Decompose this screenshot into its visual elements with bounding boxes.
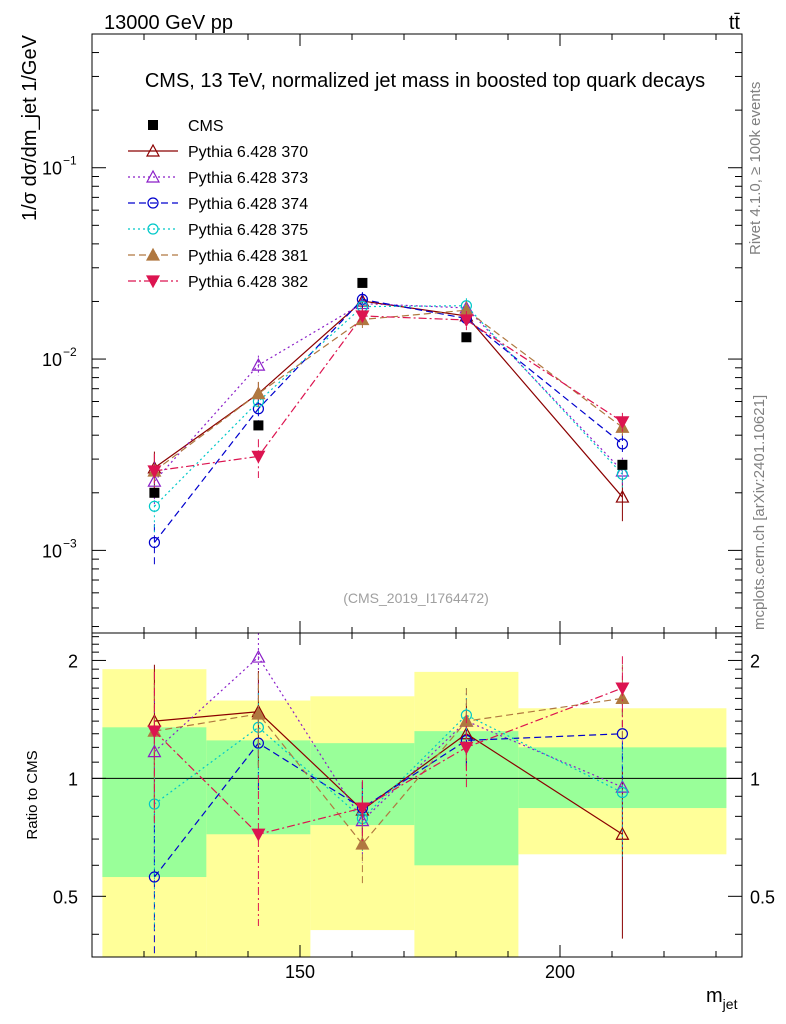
legend-marker-2 [145,169,161,183]
legend-label-5: Pythia 6.428 381 [188,248,308,265]
point-ratio-5-3 [459,741,474,755]
ratio-uncertainty-bands [102,669,727,957]
y-tick-label-main-2: 10 [42,159,62,179]
legend-marker-6 [145,275,161,289]
y-tick-exp-main-1: −2 [63,345,77,359]
series-5 [147,308,630,926]
axes-frame [91,33,743,958]
point-main-5-0 [147,465,162,479]
reference-point-0 [149,487,160,498]
x-axis-label: mjet [706,985,738,1012]
x-axis-label-sub: jet [722,996,738,1012]
point-ratio-5-0 [147,725,162,739]
y-axis-label-ratio: Ratio to CMS [24,750,41,839]
point-ratio-1-4 [615,779,630,793]
reference-point-1 [253,420,264,431]
chart-title: CMS, 13 TeV, normalized jet mass in boos… [145,70,705,92]
point-main-0-4 [615,489,630,503]
legend-label-2: Pythia 6.428 373 [188,170,308,187]
series-line-main-0 [154,300,623,498]
point-main-2-4 [616,438,629,450]
legend-label-3: Pythia 6.428 374 [188,196,308,213]
legend-marker-0 [148,120,158,130]
legend-marker-3 [147,197,159,209]
y-tick-exp-main-0: −3 [63,536,77,550]
x-tick-label-0: 150 [285,962,315,982]
reference-series [149,277,628,498]
side-label-top: Rivet 4.1.0, ≥ 100k events [747,82,764,255]
y-tick-label-ratio-right-2: 2 [750,651,760,671]
legend-marker-1 [145,143,161,157]
y-tick-label-ratio-left-1: 1 [68,769,78,789]
point-ratio-5-1 [251,828,266,842]
legend-label-0: CMS [188,118,224,135]
y-tick-label-ratio-left-2: 2 [68,651,78,671]
legend-marker-4 [147,223,159,235]
point-ratio-4-1 [251,706,266,720]
legend-label-4: Pythia 6.428 375 [188,222,308,239]
point-ratio-3-4 [616,786,629,799]
series-line-main-4 [154,309,623,472]
ratio-frame [91,632,743,958]
y-tick-label-ratio-right-1: 1 [750,769,760,789]
side-label-bottom: mcplots.cern.ch [arXiv:2401.10621] [751,395,768,630]
y-tick-label-ratio-right-0: 0.5 [750,887,775,907]
point-ratio-4-2 [355,836,370,850]
point-ratio-5-4 [615,682,630,696]
header-right: tt̄ [729,12,741,34]
watermark: (CMS_2019_I1764472) [343,590,489,606]
point-ratio-1-1 [251,649,266,663]
point-ratio-2-0 [148,871,160,883]
point-ratio-4-4 [615,691,630,705]
legend-entry-2: Pythia 6.428 373 [128,169,308,187]
legend-entry-3: Pythia 6.428 374 [128,196,308,213]
point-main-5-2 [355,310,370,324]
legend-entry-5: Pythia 6.428 381 [128,247,308,265]
series-line-main-2 [153,298,623,543]
legend-label-1: Pythia 6.428 370 [188,144,308,161]
legend: CMS Pythia 6.428 370 Pythia 6.428 373 Pythi… [128,118,308,291]
point-ratio-2-4 [616,728,629,740]
point-main-2-1 [252,403,264,415]
series-line-main-5 [154,315,623,472]
x-tick-label-1: 200 [545,962,575,982]
point-ratio-0-4 [615,827,630,840]
series-layer [92,277,742,957]
legend-label-6: Pythia 6.428 382 [188,274,308,291]
point-ratio-5-2 [355,802,370,816]
y-tick-label-main-1: 10 [42,350,62,370]
point-main-5-1 [251,450,266,464]
point-main-5-4 [615,416,630,430]
point-main-2-0 [148,536,160,549]
reference-point-4 [617,459,628,470]
legend-entry-4: Pythia 6.428 375 [128,222,308,239]
legend-entry-1: Pythia 6.428 370 [128,143,308,161]
legend-entry-6: Pythia 6.428 382 [128,274,308,291]
y-axis-label-main: 1/σ dσ/dm_jet 1/GeV [19,34,41,221]
reference-point-3 [461,332,472,343]
point-main-1-1 [251,357,266,371]
reference-point-2 [357,277,368,288]
series-line-main-3 [153,305,623,507]
point-main-3-0 [148,500,160,512]
y-tick-exp-main-2: −1 [63,154,77,168]
series-line-ratio-3 [154,714,623,820]
series-line-main-1 [153,302,623,482]
y-tick-label-main-0: 10 [42,541,62,561]
header-left: 13000 GeV pp [104,12,233,34]
legend-entry-0: CMS [148,118,224,135]
point-main-4-1 [251,386,266,400]
y-tick-label-ratio-left-0: 0.5 [53,887,78,907]
x-axis-label-main: m [706,985,723,1007]
point-main-5-3 [459,314,474,328]
legend-marker-5 [145,247,161,261]
series-line-ratio-5 [153,687,623,835]
series-line-ratio-4 [154,697,623,845]
